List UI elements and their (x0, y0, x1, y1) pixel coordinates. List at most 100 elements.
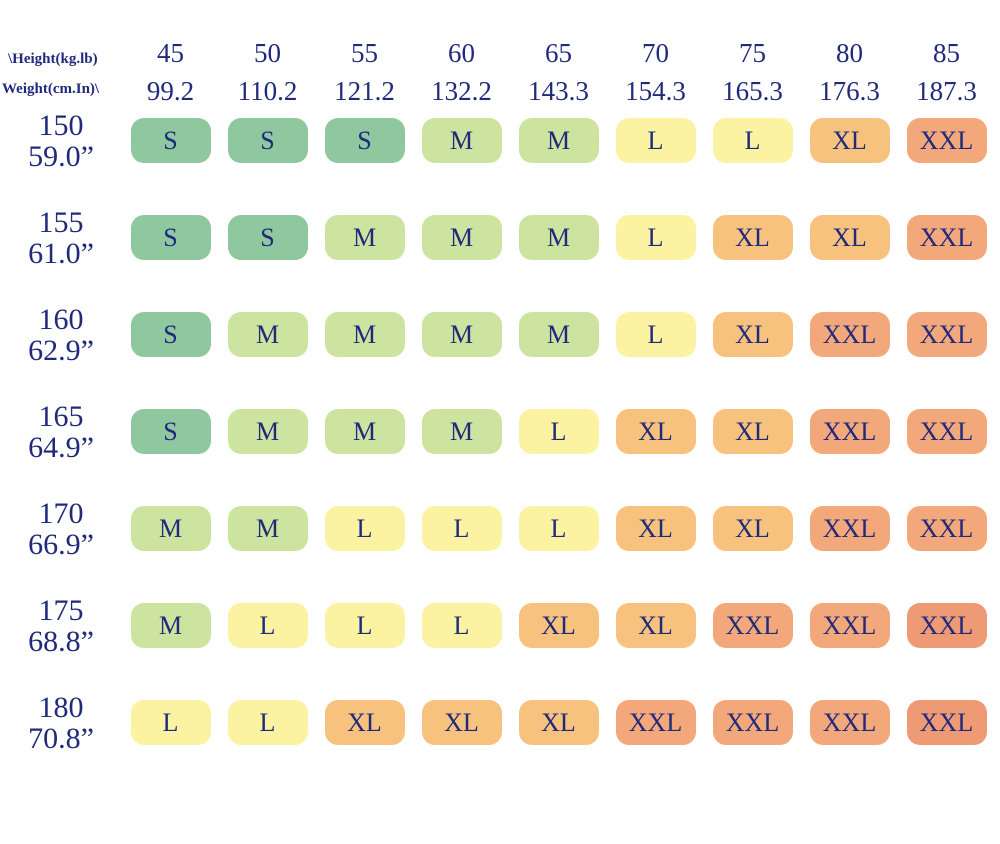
column-header: 80 176.3 (801, 34, 898, 110)
header-row: \Height(kg.lb) Weight(cm.In)\ 45 99.2 50… (0, 34, 1000, 110)
size-cell: XL (712, 409, 793, 454)
column-weight-lb: 154.3 (625, 76, 686, 106)
column-weight-kg: 55 (351, 38, 378, 68)
size-cell: XXL (906, 409, 987, 454)
size-cell-wrap: M (122, 603, 219, 648)
size-cell-wrap: M (413, 215, 510, 260)
column-weight-kg: 75 (739, 38, 766, 68)
size-label: S (260, 222, 275, 252)
size-cell: XL (324, 700, 405, 745)
size-cell: S (227, 118, 308, 163)
size-label: M (255, 513, 280, 543)
size-cell-wrap: XXL (801, 506, 898, 551)
row-height-cm: 150 (38, 108, 84, 142)
row-height-in: 59.0” (28, 139, 94, 173)
size-cell: S (130, 312, 211, 357)
size-cell-wrap: M (219, 312, 316, 357)
row-header: 175 68.8” (0, 595, 122, 657)
size-cell-wrap: M (510, 118, 607, 163)
size-cell: XL (712, 215, 793, 260)
size-cell-wrap: XXL (801, 700, 898, 745)
size-cell-wrap: XXL (898, 506, 995, 551)
size-cell-wrap: L (607, 312, 704, 357)
row-height-cm: 165 (38, 399, 84, 433)
column-header: 45 99.2 (122, 34, 219, 110)
size-cell: M (227, 506, 308, 551)
size-label: S (163, 416, 178, 446)
size-label: L (453, 513, 470, 543)
size-label: XXL (822, 416, 877, 446)
size-label: XXL (919, 610, 974, 640)
size-label: M (449, 319, 474, 349)
size-label: XXL (919, 222, 974, 252)
height-axis-label: \Height(kg.lb) (8, 51, 98, 67)
size-cell-wrap: XXL (704, 700, 801, 745)
size-label: L (259, 610, 276, 640)
size-label: L (744, 125, 761, 155)
size-cell-wrap: L (510, 409, 607, 454)
size-label: L (259, 707, 276, 737)
size-cell-wrap: L (704, 118, 801, 163)
size-cell-wrap: XL (704, 506, 801, 551)
size-cell: L (421, 506, 502, 551)
column-weight-lb: 143.3 (528, 76, 589, 106)
size-cell-wrap: L (413, 506, 510, 551)
size-cell: XL (518, 603, 599, 648)
column-weight-lb: 165.3 (722, 76, 783, 106)
size-cell: XXL (809, 700, 890, 745)
size-label: M (449, 222, 474, 252)
size-label: M (449, 416, 474, 446)
size-label: S (357, 125, 372, 155)
size-cell: XXL (809, 312, 890, 357)
row-height-in: 64.9” (28, 430, 94, 464)
row-height-cm: 160 (38, 302, 84, 336)
row-height-cm: 175 (38, 593, 84, 627)
size-label: L (356, 513, 373, 543)
size-cell: L (615, 215, 696, 260)
size-label: M (352, 416, 377, 446)
size-label: L (356, 610, 373, 640)
size-cell-wrap: XXL (801, 312, 898, 357)
size-cell: M (130, 506, 211, 551)
size-cell-wrap: S (122, 118, 219, 163)
size-cell: M (421, 215, 502, 260)
size-label: M (449, 125, 474, 155)
size-cell-wrap: M (316, 409, 413, 454)
size-cell-wrap: M (510, 215, 607, 260)
size-cell-wrap: XL (704, 312, 801, 357)
size-cell-wrap: XXL (801, 409, 898, 454)
size-cell: M (130, 603, 211, 648)
size-cell: XXL (906, 603, 987, 648)
size-chart: \Height(kg.lb) Weight(cm.In)\ 45 99.2 50… (0, 34, 1000, 754)
column-weight-lb: 121.2 (334, 76, 395, 106)
size-cell-wrap: XXL (898, 118, 995, 163)
size-label: S (260, 125, 275, 155)
size-cell-wrap: XXL (898, 700, 995, 745)
size-cell: L (227, 700, 308, 745)
corner-axis-labels: \Height(kg.lb) Weight(cm.In)\ (0, 34, 122, 110)
size-cell: L (130, 700, 211, 745)
row-height-cm: 155 (38, 205, 84, 239)
size-cell: S (130, 409, 211, 454)
column-weight-kg: 85 (933, 38, 960, 68)
column-weight-lb: 187.3 (916, 76, 977, 106)
size-cell-wrap: XXL (898, 215, 995, 260)
size-cell-wrap: M (316, 215, 413, 260)
size-label: S (163, 222, 178, 252)
size-cell: L (324, 603, 405, 648)
size-cell-wrap: L (413, 603, 510, 648)
table-row: 170 66.9” M M L L L XL XL (0, 498, 1000, 560)
size-cell: XXL (615, 700, 696, 745)
size-label: XL (638, 416, 673, 446)
size-label: M (546, 319, 571, 349)
size-cell-wrap: XXL (801, 603, 898, 648)
size-cell: XXL (809, 506, 890, 551)
size-label: XXL (822, 319, 877, 349)
size-cell-wrap: M (122, 506, 219, 551)
table-row: 175 68.8” M L L L XL XL XXL (0, 595, 1000, 657)
size-label: L (162, 707, 179, 737)
table-row: 155 61.0” S S M M M L XL (0, 207, 1000, 269)
size-label: XL (444, 707, 479, 737)
size-label: XXL (725, 707, 780, 737)
size-label: XXL (919, 125, 974, 155)
